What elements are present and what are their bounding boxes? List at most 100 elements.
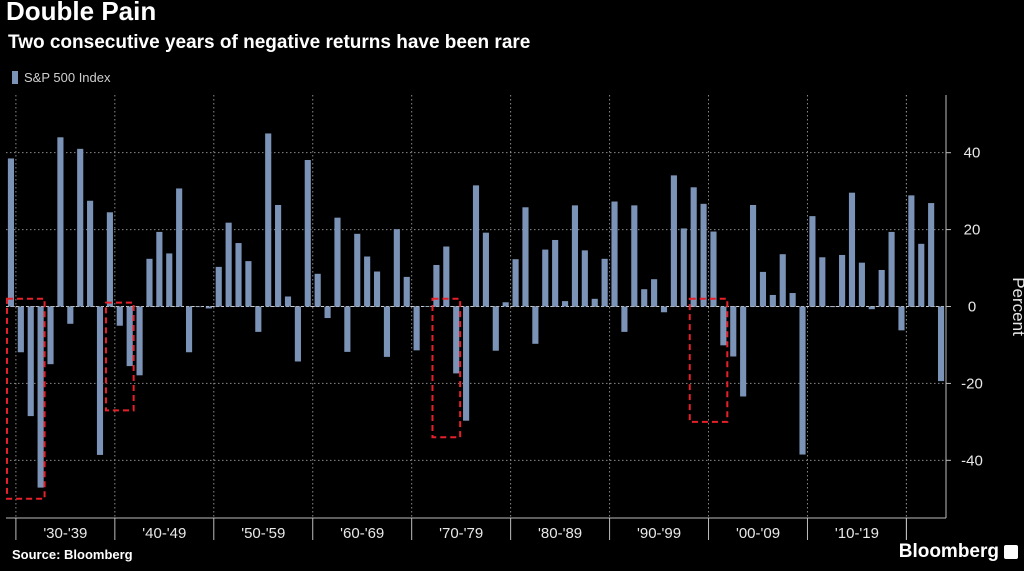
bar-1995: [660, 306, 668, 313]
bar-1961: [324, 306, 331, 319]
bar-1974: [453, 306, 460, 374]
bar-1985: [561, 301, 569, 307]
bar-1957: [284, 296, 292, 307]
bar-1934: [57, 137, 64, 307]
highlight-box: [104, 301, 135, 412]
bar-1988: [591, 298, 598, 307]
bar-1943: [146, 258, 153, 307]
x-tick-label: '90-'99: [637, 525, 681, 542]
bar-2003: [740, 306, 747, 397]
bar-1986: [571, 205, 579, 307]
legend-label: S&P 500 Index: [24, 70, 111, 85]
bar-1983: [542, 249, 549, 307]
bar-1963: [344, 306, 351, 352]
bar-1956: [275, 204, 282, 307]
bar-1990: [611, 201, 618, 307]
bar-1971: [423, 306, 430, 307]
chart-title: Double Pain: [6, 0, 157, 26]
bar-1999: [700, 203, 707, 307]
bar-1951: [225, 222, 232, 307]
bar-1991: [621, 306, 628, 332]
bar-1962: [334, 217, 341, 307]
bar-1955: [265, 133, 272, 307]
bar-2022: [928, 203, 935, 307]
bar-1949: [205, 306, 212, 309]
x-tick-label: '00-'09: [736, 525, 780, 542]
bar-1937: [87, 200, 94, 307]
source-note: Source: Bloomberg: [12, 547, 133, 562]
x-tick-label: '80-'89: [538, 525, 582, 542]
bar-2009: [799, 306, 806, 455]
y-tick-label: 20: [964, 222, 981, 239]
x-tick-label: '60-'69: [340, 525, 384, 542]
bar-1978: [492, 306, 499, 351]
bar-1987: [581, 250, 588, 307]
bar-1998: [690, 187, 697, 307]
bar-1993: [641, 289, 648, 307]
bar-2008: [789, 293, 796, 307]
bar-1932: [37, 306, 44, 488]
bar-2004: [749, 204, 757, 307]
bar-1958: [294, 306, 301, 362]
bar-1973: [443, 246, 450, 307]
bar-2007: [779, 254, 786, 307]
bar-1997: [680, 228, 687, 307]
bar-1975: [463, 306, 470, 421]
bar-1940: [116, 306, 123, 326]
bar-1977: [482, 232, 489, 307]
bar-1968: [393, 229, 400, 307]
bar-1969: [403, 276, 410, 307]
bar-2001: [720, 306, 727, 346]
bar-1960: [314, 273, 321, 307]
bar-1970: [413, 306, 420, 351]
y-axis-title: Percent: [1009, 277, 1024, 336]
bar-1936: [77, 148, 84, 307]
bar-1945: [166, 253, 173, 307]
bar-1984: [552, 239, 559, 307]
bar-1966: [373, 271, 381, 307]
bar-1948: [195, 306, 203, 308]
bars-icon: [1004, 545, 1018, 559]
bar-1933: [47, 306, 54, 365]
bar-2011: [819, 257, 826, 307]
bar-1944: [156, 231, 163, 307]
bar-2012: [829, 306, 836, 308]
highlight-box: [6, 297, 46, 500]
bar-1931: [27, 306, 34, 417]
bar-1950: [215, 266, 222, 307]
bar-1981: [522, 207, 529, 307]
bar-1980: [512, 259, 519, 307]
bar-1959: [304, 159, 311, 307]
bar-2018: [888, 231, 895, 307]
bar-1942: [136, 306, 143, 376]
bar-1938: [96, 306, 104, 455]
bar-1964: [354, 233, 361, 307]
bar-1946: [176, 188, 183, 307]
bar-1953: [245, 261, 252, 307]
bar-2014: [848, 192, 856, 307]
bar-2017: [878, 269, 885, 307]
bar-1965: [364, 256, 371, 307]
bar-2002: [730, 306, 737, 357]
y-tick-label: -20: [961, 375, 983, 392]
highlight-box: [431, 297, 462, 439]
legend-swatch: [12, 71, 18, 84]
bar-1939: [106, 212, 113, 307]
x-tick-label: '30-'39: [43, 525, 87, 542]
bar-1947: [185, 306, 193, 353]
bar-1941: [126, 306, 133, 367]
bar-1996: [670, 175, 677, 307]
x-tick-label: '70-'79: [439, 525, 483, 542]
bar-1967: [383, 306, 391, 357]
bar-1979: [502, 302, 509, 307]
bar-2013: [839, 254, 846, 307]
bar-1982: [532, 306, 539, 344]
x-tick-label: '10-'19: [835, 525, 879, 542]
x-tick-label: '40-'49: [142, 525, 186, 542]
bar-1929: [7, 158, 15, 307]
bar-2010: [809, 216, 816, 307]
bar-2020: [908, 195, 915, 307]
bar-2015: [858, 262, 865, 307]
bar-1994: [651, 279, 658, 307]
bar-2000: [710, 231, 717, 307]
